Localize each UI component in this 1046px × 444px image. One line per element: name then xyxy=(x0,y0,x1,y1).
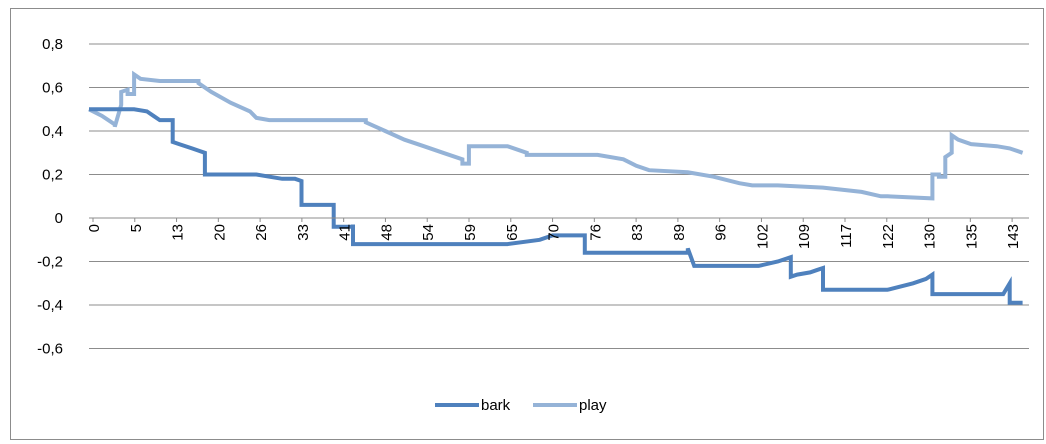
y-tick-label: -0,4 xyxy=(37,297,63,314)
chart-frame: 0,8 0,6 0,4 0,2 0 -0,2 -0,4 -0,6 0 5 13 20 26 33 41 48… xyxy=(10,8,1044,440)
x-tick-label: 48 xyxy=(378,224,395,241)
x-tick-label: 130 xyxy=(922,224,939,249)
legend-label-play: play xyxy=(579,397,607,414)
series-lines xyxy=(88,70,1024,305)
y-tick-label: 0,6 xyxy=(42,80,63,97)
x-tick-label: 20 xyxy=(211,224,228,241)
y-tick-label: 0,2 xyxy=(42,167,63,184)
x-tick-label: 135 xyxy=(963,224,980,249)
x-tick-label: 41 xyxy=(337,224,354,241)
line-chart: 0,8 0,6 0,4 0,2 0 -0,2 -0,4 -0,6 0 5 13 20 26 33 41 48… xyxy=(37,36,1029,414)
x-tick-label: 96 xyxy=(713,224,730,241)
x-tick-label: 65 xyxy=(504,224,521,241)
x-tick-label: 76 xyxy=(587,224,604,241)
x-tick-label: 70 xyxy=(546,224,563,241)
x-tick-label: 0 xyxy=(86,224,103,232)
x-tick-label: 109 xyxy=(796,224,813,249)
x-tick-label: 26 xyxy=(253,224,270,241)
y-tick-label: -0,2 xyxy=(37,254,63,271)
x-tick-label: 122 xyxy=(880,224,897,249)
y-tick-label: -0,6 xyxy=(37,341,63,358)
x-tick-label: 33 xyxy=(295,224,312,241)
series-line-bark xyxy=(89,107,1023,305)
legend-label-bark: bark xyxy=(481,397,511,414)
x-tick-label: 13 xyxy=(170,224,187,241)
x-tick-label: 143 xyxy=(1005,224,1022,249)
x-tick-label: 89 xyxy=(671,224,688,241)
y-tick-label: 0,4 xyxy=(42,123,63,140)
x-tick-label: 117 xyxy=(838,224,855,248)
x-tick-label: 59 xyxy=(462,224,479,241)
y-tick-label: 0 xyxy=(55,210,63,227)
x-axis-tick-labels: 0 5 13 20 26 33 41 48 54 59 65 70 76 83 89 96 102 109 117 1… xyxy=(86,224,1022,249)
y-tick-label: 0,8 xyxy=(42,36,63,53)
legend: bark play xyxy=(435,397,607,414)
y-axis-tick-labels: 0,8 0,6 0,4 0,2 0 -0,2 -0,4 -0,6 xyxy=(37,36,63,358)
x-tick-label: 54 xyxy=(420,224,437,241)
x-tick-label: 5 xyxy=(128,224,145,232)
x-tick-label: 102 xyxy=(754,224,771,249)
series-line-play xyxy=(88,70,1024,201)
x-axis-line xyxy=(89,217,1029,222)
x-tick-label: 83 xyxy=(629,224,646,241)
